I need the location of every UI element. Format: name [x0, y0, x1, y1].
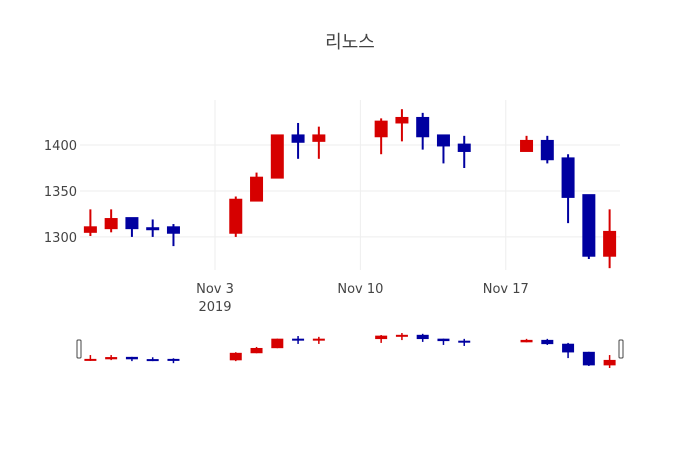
- slider-candle: [271, 338, 284, 349]
- candle[interactable]: [146, 219, 160, 237]
- gridlines: [80, 100, 620, 270]
- slider-candle: [292, 336, 305, 344]
- slider-candle: [250, 346, 263, 354]
- slider-candle: [541, 338, 554, 345]
- slider-candle: [146, 357, 159, 362]
- x-tick-label: Nov 10: [337, 282, 383, 297]
- candle[interactable]: [457, 135, 471, 168]
- slider-candle: [229, 352, 242, 362]
- y-tick-label: 1300: [44, 231, 77, 246]
- candle[interactable]: [561, 154, 575, 224]
- candle[interactable]: [603, 209, 617, 269]
- candle[interactable]: [395, 109, 409, 142]
- candle[interactable]: [166, 224, 180, 247]
- x-tick-label: Nov 17: [483, 282, 529, 297]
- chart-title: 리노스: [325, 32, 375, 53]
- slider-candle: [416, 333, 429, 342]
- slider-candle: [105, 355, 118, 361]
- y-tick-label: 1400: [44, 139, 77, 154]
- candle[interactable]: [270, 134, 284, 179]
- candle[interactable]: [374, 118, 388, 155]
- y-axis: 1300 1350 1400: [44, 139, 77, 246]
- slider-candle: [375, 335, 388, 343]
- y-tick-label: 1350: [44, 185, 77, 200]
- x-axis: Nov 3 2019 Nov 10 Nov 17: [196, 282, 529, 315]
- candle[interactable]: [229, 196, 243, 237]
- slider-candle: [437, 338, 450, 345]
- slider-candle: [395, 333, 408, 341]
- candle[interactable]: [436, 134, 450, 164]
- candle[interactable]: [312, 126, 326, 159]
- slider-candle: [520, 338, 533, 343]
- slider-candle: [603, 355, 616, 368]
- candle[interactable]: [582, 194, 596, 259]
- candle[interactable]: [250, 172, 264, 202]
- x-tick-label: Nov 3: [196, 282, 234, 297]
- candle[interactable]: [291, 122, 305, 159]
- x-tick-sublabel: 2019: [198, 300, 231, 315]
- slider-candle: [562, 342, 575, 359]
- candle[interactable]: [540, 135, 554, 164]
- slider-candle: [458, 338, 471, 346]
- range-slider-right-handle[interactable]: [618, 339, 624, 359]
- slider-candle: [312, 336, 325, 344]
- candle[interactable]: [416, 112, 430, 150]
- slider-candle: [125, 356, 138, 362]
- candle[interactable]: [104, 209, 118, 233]
- candle[interactable]: [125, 217, 139, 237]
- plot-area[interactable]: [83, 109, 617, 269]
- candle[interactable]: [83, 209, 97, 236]
- range-slider-left-handle[interactable]: [76, 339, 82, 359]
- slider-candle: [84, 355, 97, 361]
- slider-candle: [167, 358, 180, 364]
- slider-candle: [582, 351, 595, 366]
- range-slider[interactable]: [76, 333, 624, 368]
- candle[interactable]: [520, 135, 534, 152]
